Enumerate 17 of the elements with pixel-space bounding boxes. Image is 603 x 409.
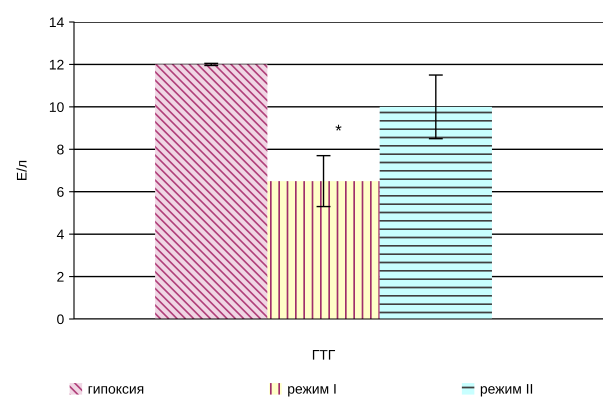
bar (380, 106, 492, 319)
y-tick-label: 12 (50, 60, 64, 70)
y-tick-label: 8 (57, 144, 64, 154)
legend-label: гипоксия (88, 386, 144, 394)
bar (267, 181, 380, 319)
x-tick-label: ГТГ (312, 350, 336, 360)
y-tick-label: 2 (57, 272, 64, 282)
y-tick-label: 14 (50, 17, 64, 28)
y-axis-title: Е/л (16, 160, 27, 180)
y-tick-label: 0 (57, 314, 64, 324)
bar (155, 64, 268, 319)
y-tick-label: 10 (50, 102, 64, 112)
legend-label: режим II (480, 384, 532, 396)
annotation: * (336, 124, 342, 131)
legend-label: режим I (288, 384, 336, 396)
y-tick-label: 4 (56, 230, 64, 240)
y-tick-label: 6 (57, 187, 64, 197)
